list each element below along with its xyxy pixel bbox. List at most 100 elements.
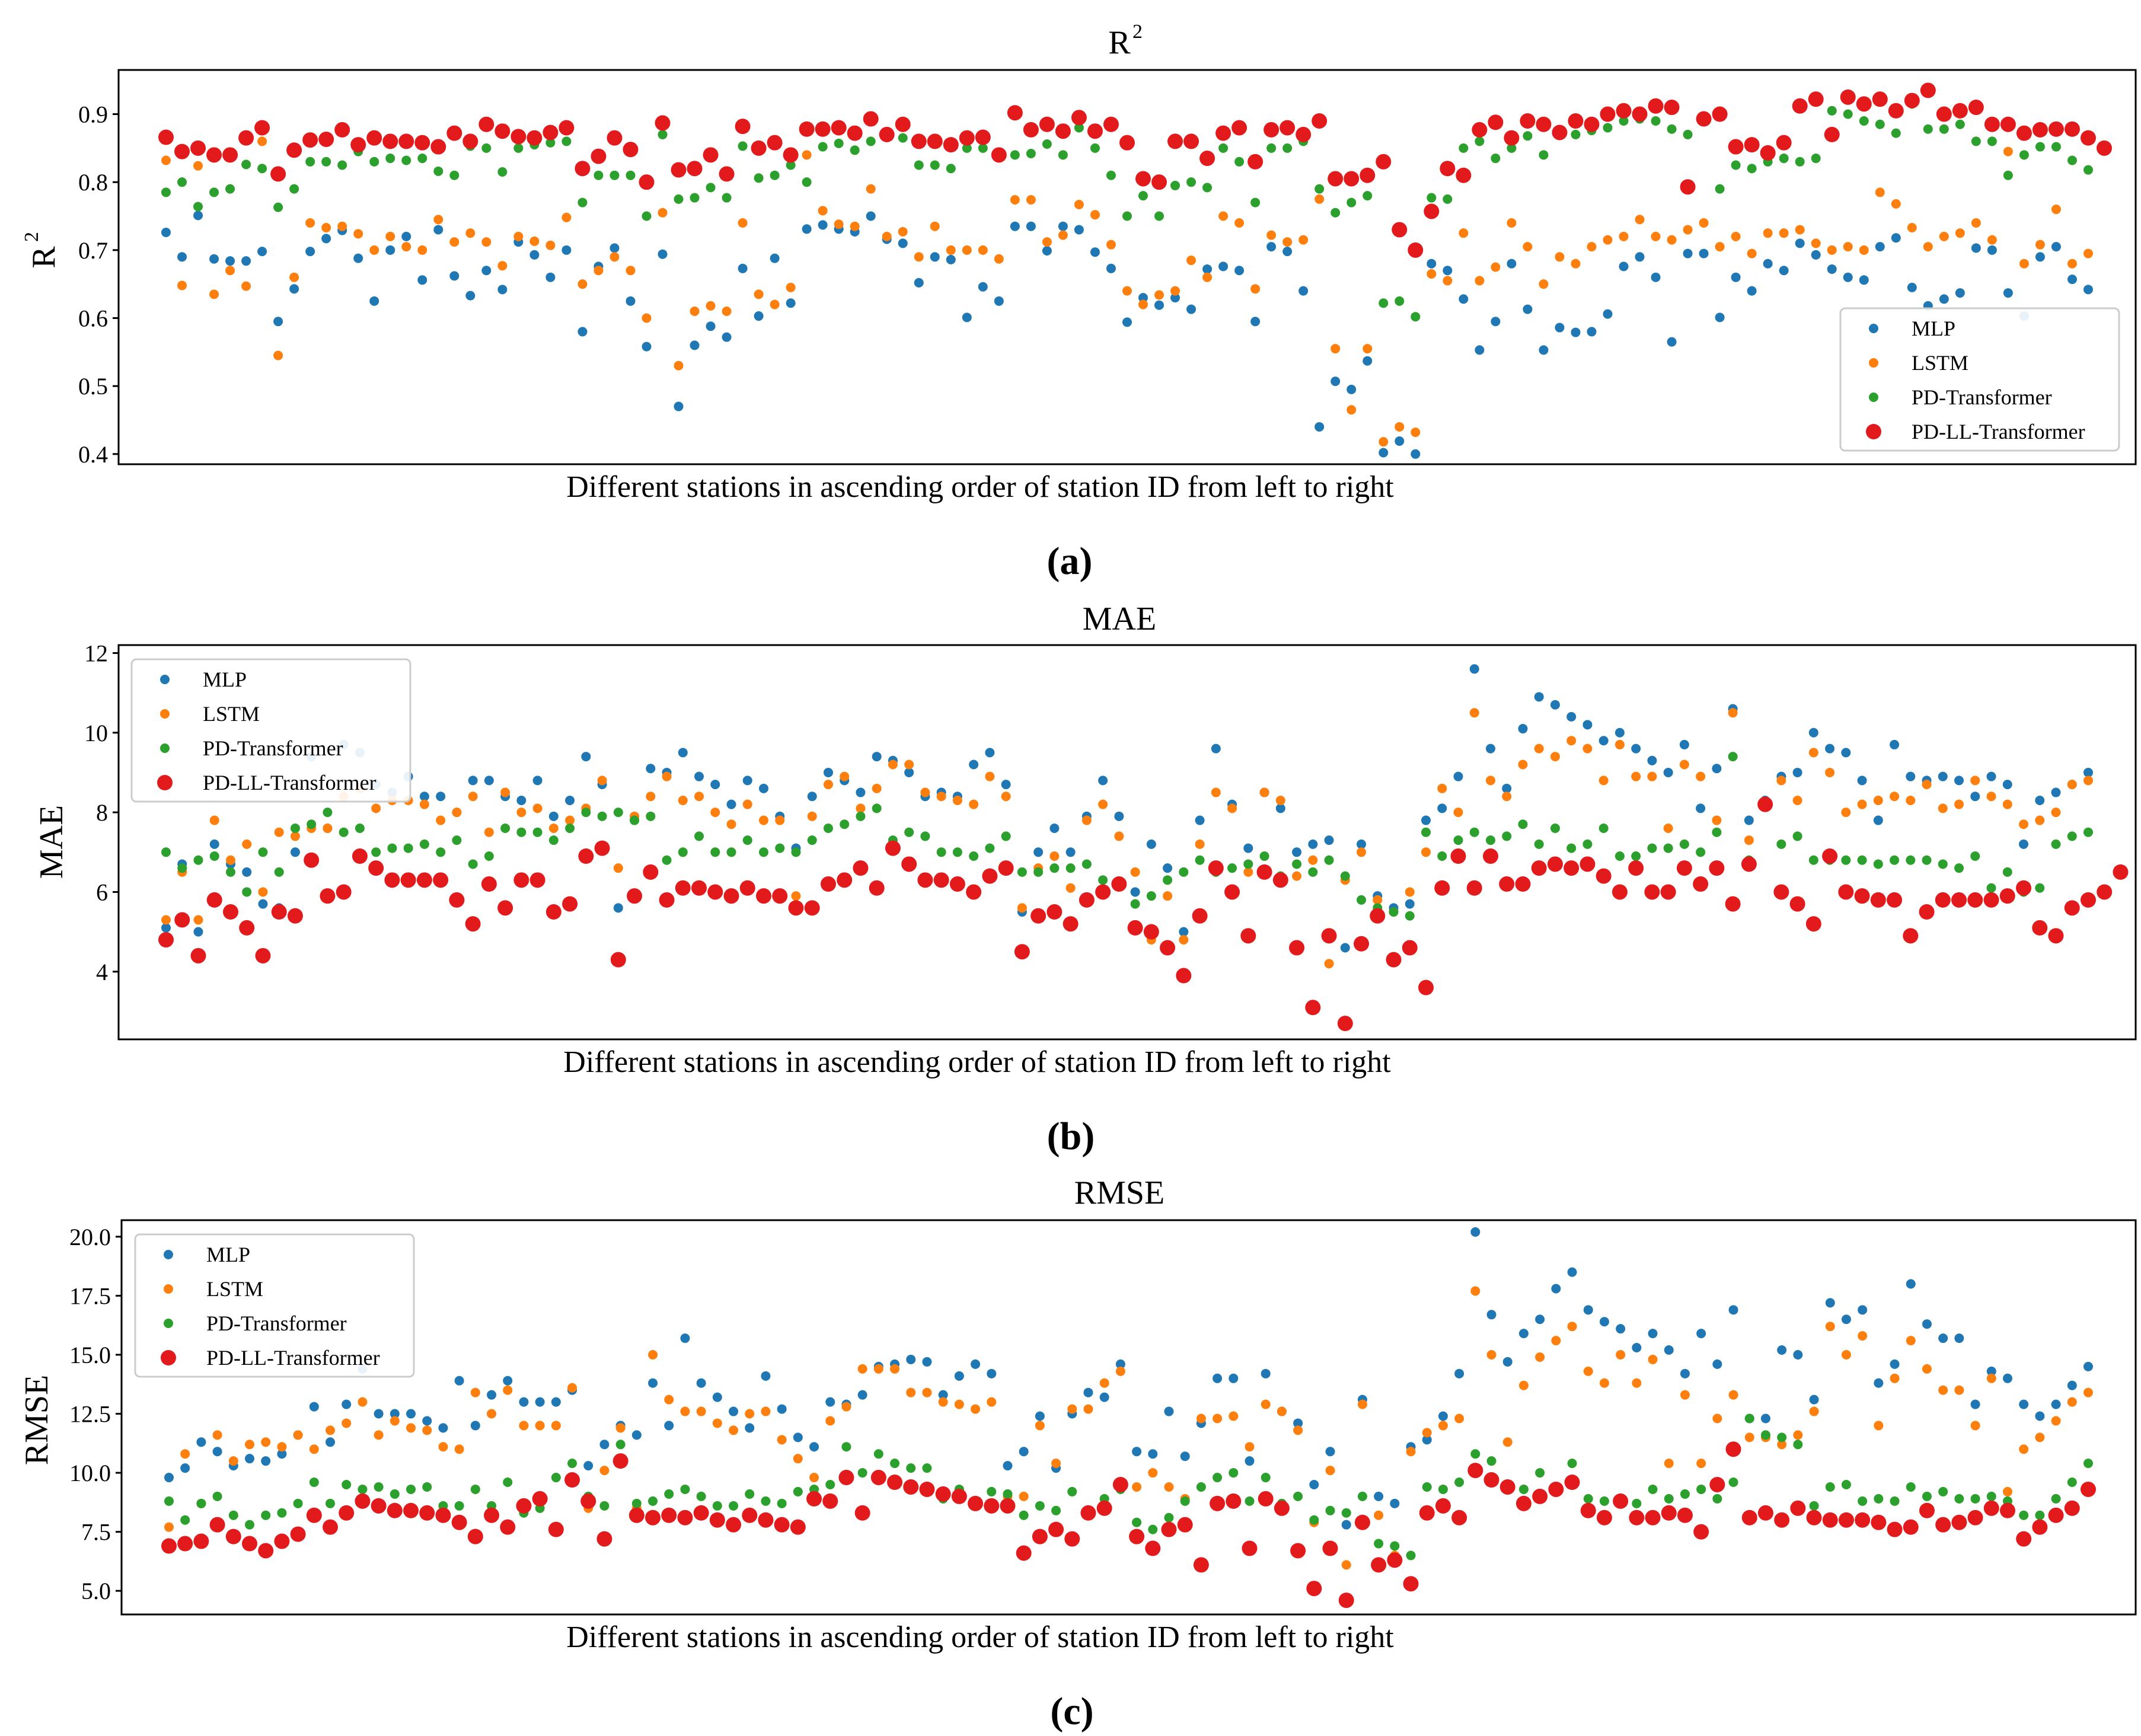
panel-c-point	[1825, 1482, 1835, 1492]
panel-a-point	[529, 250, 540, 260]
panel-c-point	[1677, 1507, 1693, 1523]
panel-c-point	[648, 1378, 658, 1388]
panel-a-point	[1683, 225, 1693, 235]
panel-b-point	[1792, 795, 1802, 805]
panel-a-point	[1600, 106, 1616, 122]
panel-c-point	[1532, 1488, 1548, 1504]
panel-b-point	[840, 771, 850, 781]
panel-a-point	[1712, 106, 1728, 122]
panel-b-point	[1389, 907, 1399, 917]
panel-b-point	[837, 872, 853, 888]
panel-b-point	[1970, 851, 1980, 861]
panel-b-point	[933, 872, 949, 888]
panel-a-point	[481, 143, 492, 153]
panel-b-point	[1647, 755, 1657, 765]
panel-c-point	[551, 1473, 561, 1483]
panel-c-point	[277, 1442, 287, 1452]
panel-c-point	[290, 1526, 306, 1542]
panel-c-point	[615, 1440, 626, 1450]
panel-a-point	[1250, 317, 1261, 327]
panel-b-point	[1324, 855, 1334, 865]
panel-c-point	[968, 1495, 984, 1511]
panel-b-point	[371, 803, 381, 813]
panel-c-point	[709, 1512, 725, 1528]
panel-a-point	[1536, 116, 1552, 132]
panel-c-point	[1809, 1501, 1819, 1511]
panel-c-point	[612, 1453, 628, 1469]
panel-c-point	[1048, 1521, 1064, 1537]
panel-a-point	[1731, 231, 1741, 241]
panel-b-point	[161, 847, 171, 857]
panel-c-point	[374, 1430, 384, 1440]
panel-a-point	[1731, 272, 1741, 282]
panel-a-point	[1488, 114, 1504, 130]
panel-a-point	[2083, 285, 2093, 295]
panel-c-label: (c)	[1050, 1690, 1093, 1733]
panel-c-point	[1954, 1385, 1964, 1395]
panel-a-point	[494, 123, 510, 139]
panel-c-point	[1599, 1496, 1609, 1506]
panel-c-point	[1132, 1517, 1142, 1527]
panel-c-point	[1970, 1421, 1980, 1431]
panel-b-point	[1534, 692, 1544, 702]
panel-c-point	[2067, 1477, 2077, 1488]
panel-b-point	[1243, 859, 1253, 869]
panel-b-point	[371, 847, 381, 857]
panel-c-point	[1422, 1482, 1432, 1492]
panel-c-point	[838, 1470, 854, 1486]
panel-b-point	[1679, 760, 1689, 770]
panel-a-point	[690, 340, 700, 350]
panel-c-point	[1728, 1477, 1738, 1488]
panel-c-point	[1293, 1425, 1303, 1435]
panel-c-point	[1083, 1387, 1093, 1397]
panel-c-point	[1822, 1512, 1838, 1528]
panel-c-point	[1032, 1528, 1048, 1544]
panel-b-point	[1485, 835, 1495, 845]
panel-b-point	[1534, 839, 1544, 849]
panel-a-point	[642, 342, 652, 352]
panel-a-point	[2003, 170, 2013, 180]
panel-a-ylabel: R 2	[21, 232, 62, 269]
panel-a-point	[1907, 223, 1917, 232]
panel-c-point	[1325, 1447, 1335, 1457]
panel-b-point	[500, 787, 510, 797]
panel-c-point	[1757, 1505, 1773, 1521]
panel-b-point	[597, 811, 607, 821]
panel-a-point	[382, 133, 398, 149]
panel-a-point	[1314, 194, 1325, 204]
panel-a-point	[1346, 405, 1357, 415]
panel-b-point	[678, 847, 688, 857]
panel-c-point	[1535, 1468, 1545, 1478]
panel-b-point	[1065, 883, 1076, 893]
panel-a-point	[1827, 245, 1837, 255]
panel-b-point	[772, 888, 788, 904]
panel-a-point	[1971, 243, 1981, 253]
panel-a-point	[751, 140, 767, 156]
panel-b-point	[613, 903, 623, 913]
panel-b-legend-label: LSTM	[203, 702, 260, 726]
panel-b-point	[177, 863, 187, 873]
panel-b-point	[1631, 851, 1641, 861]
panel-a-point	[658, 208, 668, 218]
panel-c-point	[1806, 1510, 1822, 1526]
panel-a-point	[2067, 275, 2077, 285]
panel-b-point	[1370, 908, 1386, 924]
panel-a-point	[898, 238, 908, 248]
panel-b-point	[1340, 871, 1350, 881]
panel-b-point	[1308, 855, 1318, 865]
panel-b-point	[403, 843, 413, 853]
panel-a-point	[911, 133, 927, 149]
panel-c-point	[326, 1425, 336, 1435]
panel-a-point	[1314, 184, 1325, 194]
panel-c-legend-label: PD-Transformer	[206, 1311, 347, 1335]
panel-c-point	[1357, 1491, 1367, 1501]
panel-b-point	[565, 815, 575, 825]
panel-b-point	[1146, 891, 1156, 901]
panel-b-point	[1744, 835, 1754, 845]
panel-c-point	[1903, 1519, 1919, 1535]
panel-c-point	[1518, 1380, 1529, 1390]
panel-a-point	[722, 307, 732, 317]
panel-a-point	[610, 170, 620, 180]
panel-c-point	[1599, 1317, 1609, 1327]
panel-b-point	[904, 760, 914, 770]
